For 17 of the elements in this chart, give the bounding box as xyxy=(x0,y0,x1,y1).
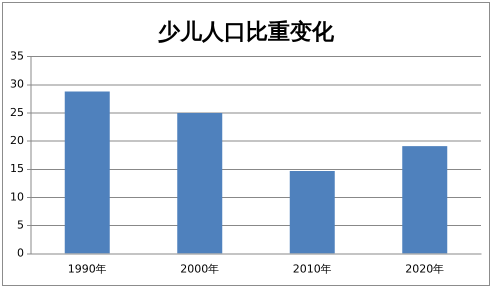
bar xyxy=(290,170,335,254)
y-tick-label: 35 xyxy=(10,49,24,62)
x-tick-label: 2000年 xyxy=(180,262,220,276)
y-tick-label: 5 xyxy=(16,218,24,232)
x-tick-label: 1990年 xyxy=(68,262,107,276)
bar xyxy=(64,92,110,254)
y-tick-label: 20 xyxy=(10,134,24,147)
y-tick-label: 25 xyxy=(10,106,24,119)
bar xyxy=(402,146,448,254)
x-tick-label: 2010年 xyxy=(292,262,332,276)
chart-title: 少儿人口比重变化 xyxy=(157,18,335,47)
y-tick-label: 15 xyxy=(10,162,24,176)
y-tick-label: 30 xyxy=(10,78,24,91)
y-tick-label: 10 xyxy=(10,190,24,204)
bar xyxy=(177,112,222,254)
y-tick-label: 0 xyxy=(16,246,24,260)
x-tick-label: 2020年 xyxy=(405,262,444,276)
